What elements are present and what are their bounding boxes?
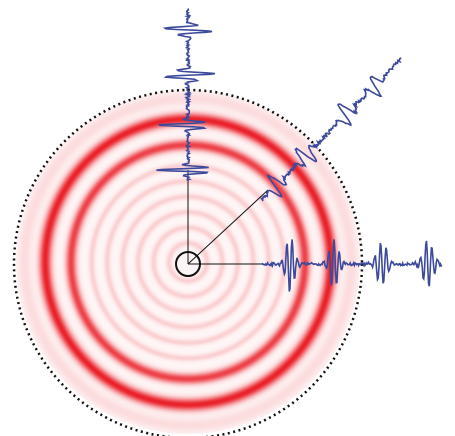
source bbox=[175, 251, 201, 277]
traces bbox=[156, 8, 443, 292]
ray-diagonal bbox=[187, 189, 269, 265]
trace-horizontal bbox=[261, 239, 443, 292]
trace-diagonal bbox=[259, 57, 402, 202]
trace-vertical bbox=[156, 8, 216, 181]
